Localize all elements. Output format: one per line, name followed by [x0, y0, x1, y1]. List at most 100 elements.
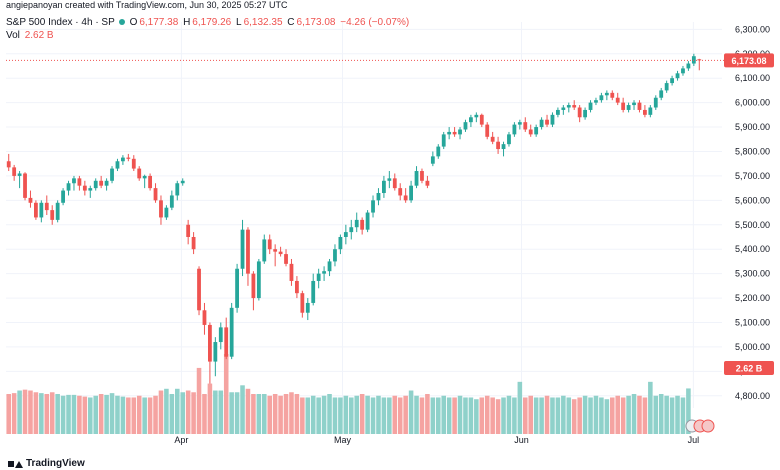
- candle-body: [414, 171, 419, 186]
- candle-body: [256, 261, 261, 299]
- volume-bar: [60, 395, 66, 434]
- candle-body: [23, 173, 27, 198]
- candle-body: [349, 227, 354, 233]
- candle-body: [670, 78, 674, 84]
- volume-bar: [631, 394, 637, 434]
- candle-body: [300, 293, 305, 313]
- volume-bar: [98, 394, 104, 434]
- volume-bar: [77, 395, 82, 434]
- volume-bar: [251, 394, 256, 434]
- candle-body: [653, 97, 658, 108]
- candle-body: [61, 190, 65, 203]
- candle-body: [681, 68, 685, 74]
- volume-bar: [495, 399, 501, 434]
- flag-icon: [701, 419, 715, 433]
- volume-bar: [17, 390, 22, 434]
- last-price-label: 6,173.08: [731, 56, 766, 66]
- candle-body: [34, 202, 38, 218]
- candle-body: [327, 261, 332, 272]
- time-axis: Apr May Jun Jul: [174, 435, 699, 445]
- candle-body: [648, 107, 653, 115]
- volume-bar: [44, 394, 50, 434]
- volume-bar: [332, 397, 338, 434]
- volume-bar: [316, 397, 321, 434]
- candle-body: [77, 178, 82, 186]
- volume-bar: [39, 393, 44, 434]
- candle-body: [343, 232, 348, 237]
- volume-bar: [213, 390, 218, 434]
- volume-bar: [310, 395, 316, 434]
- candle-body: [572, 105, 577, 108]
- price-tick: 5,100.00: [735, 317, 770, 327]
- candle-body: [316, 273, 321, 281]
- candle-body: [180, 180, 185, 184]
- volume-bar: [33, 392, 39, 434]
- volume-bar: [256, 394, 262, 434]
- event-icons[interactable]: [685, 419, 715, 433]
- candle-body: [452, 131, 457, 135]
- volume-bar: [626, 395, 631, 434]
- candle-body: [539, 119, 544, 128]
- volume-bar: [136, 395, 142, 434]
- volume-bar: [642, 397, 648, 434]
- price-tick: 6,100.00: [735, 73, 770, 83]
- candle-body: [131, 158, 136, 169]
- candle-body: [523, 122, 528, 130]
- candle-body: [615, 97, 620, 103]
- axis-price-labels: 6,173.08 2.62 B: [724, 53, 774, 375]
- candle-body: [148, 175, 152, 189]
- candle-body: [561, 107, 566, 110]
- price-tick: 5,000.00: [735, 342, 770, 352]
- candle-body: [626, 105, 631, 110]
- candle-body: [72, 178, 76, 184]
- candle-body: [430, 156, 435, 164]
- candle-body: [142, 175, 147, 179]
- volume-bar: [300, 397, 305, 434]
- candle-body: [371, 200, 375, 213]
- volume-bar: [185, 390, 191, 434]
- candle-body: [273, 249, 278, 252]
- candle-body: [664, 83, 669, 91]
- candle-body: [403, 195, 408, 201]
- volume-bar: [474, 399, 479, 434]
- volume-bar: [397, 397, 403, 434]
- tradingview-logo[interactable]: TradingView: [8, 458, 85, 469]
- volume-bar: [648, 381, 653, 434]
- candle-body: [137, 168, 142, 179]
- volume-bar: [615, 395, 621, 434]
- volume-bar: [544, 395, 550, 434]
- candle-body: [44, 202, 49, 211]
- volume-bar: [11, 393, 17, 434]
- candle-body: [50, 210, 55, 220]
- candle-body: [186, 224, 191, 237]
- candle-body: [425, 180, 430, 186]
- volume-bar: [577, 397, 582, 434]
- volume-bar: [343, 395, 349, 434]
- volume-bar: [452, 397, 457, 434]
- candle-body: [224, 327, 229, 357]
- volume-bar: [240, 385, 245, 434]
- volume-bar: [120, 396, 126, 434]
- candle-body: [479, 114, 484, 125]
- volume-bar: [561, 395, 566, 434]
- candle-body: [686, 63, 691, 69]
- candle-body: [202, 310, 207, 325]
- volume-bar: [517, 381, 523, 434]
- candle-body: [262, 239, 267, 262]
- volume-bar: [126, 397, 131, 434]
- volume-bar: [365, 395, 370, 434]
- candle-body: [251, 273, 256, 299]
- candle-body: [556, 109, 560, 115]
- volume-bar: [278, 395, 283, 434]
- volume-bar: [104, 394, 109, 434]
- volume-bar: [109, 393, 115, 434]
- candle-body: [99, 180, 104, 186]
- time-tick: Apr: [174, 435, 188, 445]
- volume-bar: [430, 397, 436, 434]
- price-tick: 6,300.00: [735, 24, 770, 34]
- candlestick-series: [6, 53, 702, 384]
- candle-body: [235, 268, 239, 308]
- candle-body: [6, 161, 11, 168]
- candle-body: [17, 173, 22, 176]
